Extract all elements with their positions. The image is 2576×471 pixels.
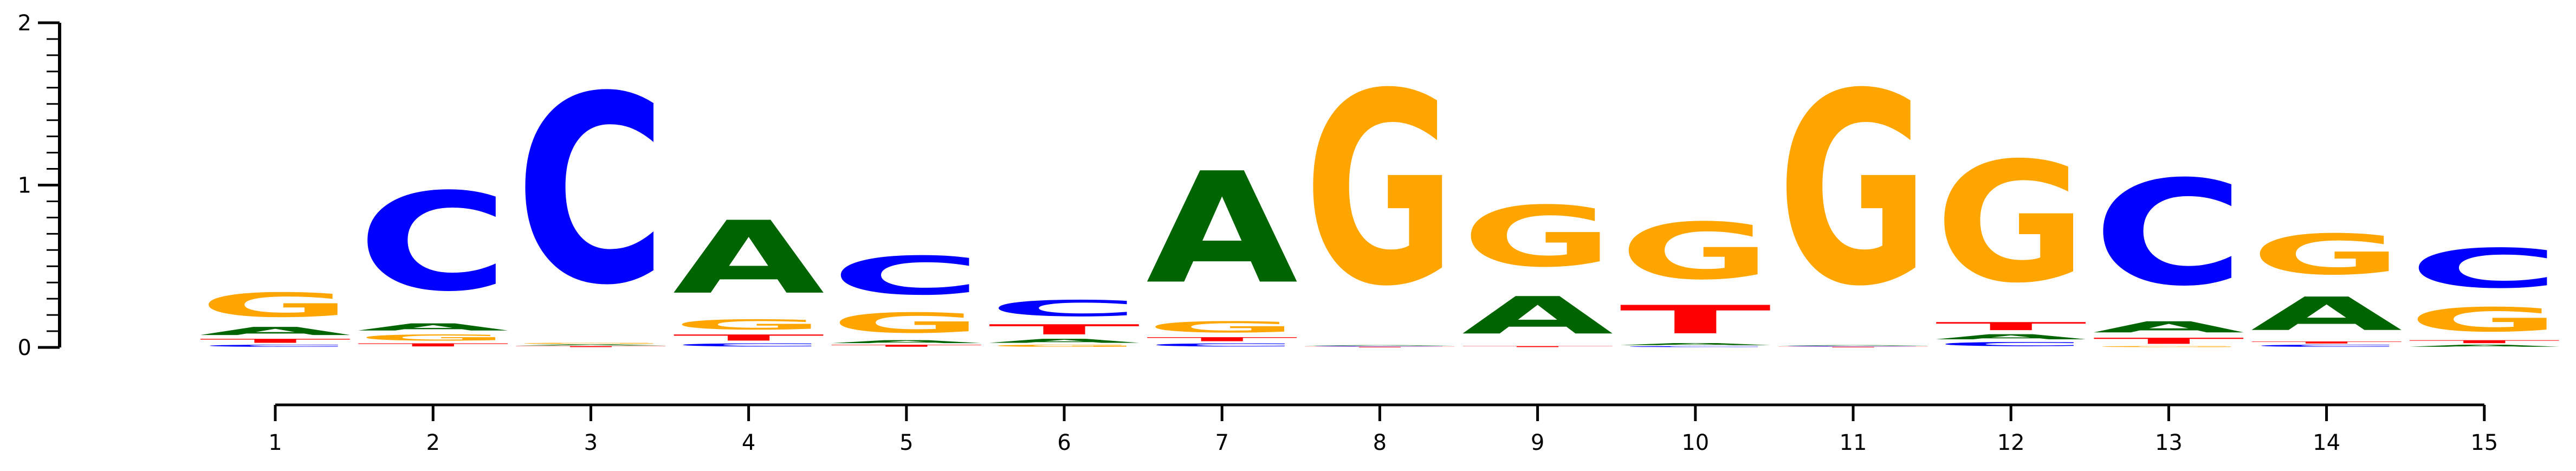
logo-letter: A <box>199 325 353 338</box>
logo-letter: G <box>515 343 666 344</box>
y-axis: 0 1 2 <box>18 11 61 360</box>
logo-letter: A <box>673 200 826 316</box>
logo-letter: G <box>199 286 351 324</box>
x-tick-label: 13 <box>2155 430 2183 455</box>
logo-letter: A <box>1620 343 1771 346</box>
logo-letter: C <box>199 344 351 347</box>
logo-letter: T <box>1462 346 1615 347</box>
logo-letter: T <box>357 343 510 347</box>
x-tick-label: 8 <box>1373 430 1387 455</box>
logo-letter: A <box>831 339 982 344</box>
logo-letter: A <box>1146 140 1299 318</box>
logo-letter: C <box>673 343 825 347</box>
logo-letter: G <box>1304 37 1455 344</box>
logo-letter: C <box>1146 343 1298 347</box>
y-tick-label: 0 <box>18 335 31 360</box>
x-tick-label: 10 <box>1681 430 1709 455</box>
logo-letter: A <box>2093 318 2246 336</box>
y-tick-label: 2 <box>18 11 31 36</box>
x-tick-label: 9 <box>1531 430 1544 455</box>
logo-letter: G <box>2409 300 2560 339</box>
logo-letter: C <box>2409 237 2560 300</box>
x-tick-label: 14 <box>2313 430 2340 455</box>
logo-letter: C <box>1935 341 2087 347</box>
logo-letter: A <box>357 321 510 333</box>
x-axis: 1 2 3 4 5 6 7 8 9 10 11 12 13 14 15 <box>268 403 2498 455</box>
logo-letter: A <box>1935 333 2087 341</box>
logo-letter: T <box>673 333 826 343</box>
logo-column: TAG <box>1462 189 1615 347</box>
x-tick-label: 1 <box>268 430 282 455</box>
logo-letter: A <box>2409 344 2560 347</box>
logo-letter: T <box>515 346 668 347</box>
logo-letter: T <box>831 344 983 347</box>
logo-letter: G <box>1777 37 1929 344</box>
logo-letter: C <box>2251 344 2403 347</box>
logo-letter: T <box>1146 336 1299 343</box>
y-tick-label: 1 <box>18 173 31 198</box>
logo-letter: T <box>1935 320 2088 333</box>
x-tick-label: 4 <box>742 430 755 455</box>
logo-letter: T <box>2093 336 2245 346</box>
x-tick-label: 11 <box>1840 430 1867 455</box>
logo-letter: T <box>988 321 1141 338</box>
logo-letter: A <box>988 338 1140 344</box>
logo-letter: A <box>515 344 666 346</box>
logo-letter: G <box>1935 127 2087 319</box>
logo-letter: A <box>1777 345 1929 346</box>
logo-letter: T <box>2409 339 2561 344</box>
logo-letter: G <box>1146 318 1298 336</box>
logo-letter: G <box>831 307 982 339</box>
x-tick-label: 3 <box>584 430 598 455</box>
logo-letter: C <box>515 41 666 341</box>
logo-letter: G <box>1620 207 1771 297</box>
logo-letter: A <box>2251 287 2404 340</box>
x-tick-label: 15 <box>2470 430 2498 455</box>
logo-letter: T <box>1620 298 1772 343</box>
logo-letter: G <box>357 333 509 343</box>
logo-letter: G <box>988 344 1140 347</box>
logo-letter: C <box>988 295 1140 321</box>
logo-letter: G <box>2251 223 2403 287</box>
logo-letter: A <box>1304 345 1455 346</box>
x-tick-label: 5 <box>899 430 913 455</box>
logo-letter: C <box>1620 346 1771 347</box>
logo-letter: T <box>199 338 352 344</box>
logo-letter: T <box>2251 341 2404 344</box>
logo-column: TAG C <box>515 41 668 347</box>
logo-letter: C <box>2093 150 2244 318</box>
x-tick-label: 6 <box>1057 430 1071 455</box>
x-tick-label: 7 <box>1215 430 1228 455</box>
logo-letter: A <box>1462 286 1615 346</box>
logo-letter: C <box>831 246 982 307</box>
x-tick-label: 12 <box>1997 430 2025 455</box>
logo-letter: G <box>1462 189 1614 286</box>
logo-letter: G <box>673 317 825 333</box>
logo-letter: G <box>2093 346 2244 347</box>
x-tick-label: 2 <box>426 430 439 455</box>
logo-letter: C <box>357 164 509 321</box>
letters-layer: CTAGTGACTAGCCTGATAGCGATCCTGATCAGTAGCATGT… <box>199 37 2561 347</box>
